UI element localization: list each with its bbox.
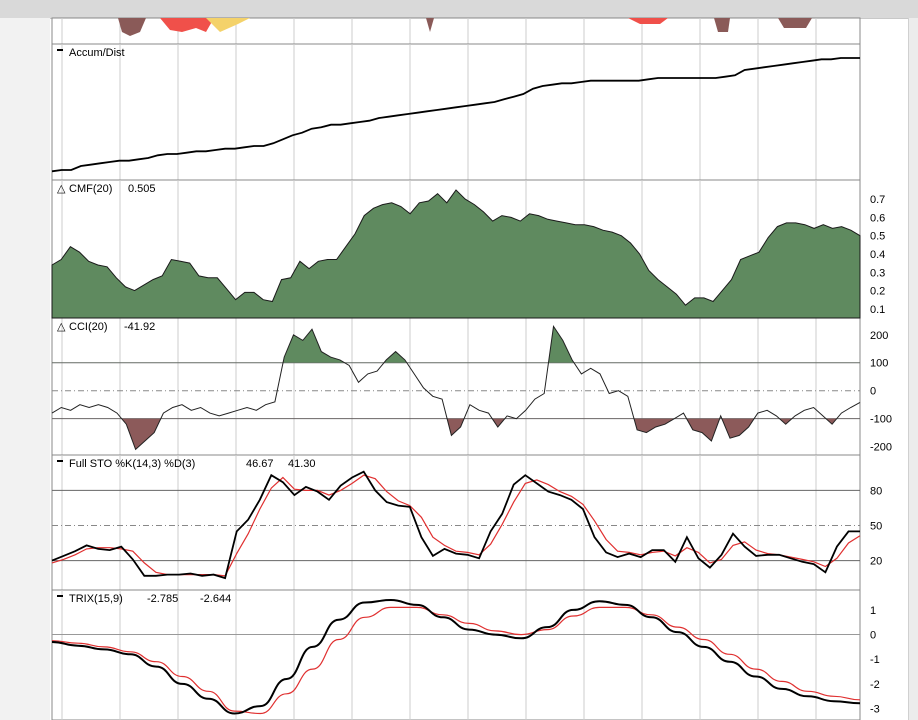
cmf-ytick: 0.5 — [870, 231, 885, 243]
top-area-shape — [206, 18, 250, 32]
trix-label: TRIX(15,9) — [69, 593, 123, 605]
trix-signal-value: -2.644 — [200, 593, 231, 605]
sto-label: Full STO %K(14,3) %D(3) — [69, 458, 195, 470]
accum-dist-label: Accum/Dist — [69, 47, 125, 59]
accum-dist-line — [51, 57, 860, 173]
cmf-label: CMF(20) — [69, 183, 112, 195]
cci-ytick: 100 — [870, 358, 888, 370]
legend-swatch — [57, 595, 63, 597]
top-area-shape — [714, 18, 730, 32]
chart-icon: △ — [57, 321, 66, 333]
sto-k-value: 46.67 — [246, 458, 274, 470]
trix-ytick: -3 — [870, 704, 880, 716]
sto-ytick: 80 — [870, 485, 882, 497]
cmf-ytick: 0.4 — [870, 249, 885, 261]
top-area-shape — [118, 18, 146, 36]
trix-value: -2.785 — [147, 593, 178, 605]
trix-signal-line — [51, 606, 861, 715]
cci-ytick: 200 — [870, 330, 888, 342]
cmf-ytick: 0.6 — [870, 212, 885, 224]
panel-frame-4 — [51, 454, 861, 591]
cmf-area — [51, 189, 861, 319]
panel-frame-1 — [51, 43, 861, 181]
cmf-value-label: 0.505 — [128, 183, 156, 195]
trix-ytick: 1 — [870, 605, 876, 617]
sto-k-line — [51, 470, 860, 580]
cci-line — [51, 325, 861, 451]
right-scroll-strip[interactable] — [908, 18, 918, 720]
trix-ytick: -2 — [870, 679, 880, 691]
sto-d-value: 41.30 — [288, 458, 316, 470]
top-area-shape — [426, 18, 434, 32]
trix-line — [51, 598, 861, 715]
sto-ytick: 20 — [870, 556, 882, 568]
cmf-ytick: 0.1 — [870, 304, 885, 316]
cci-value-label: -41.92 — [124, 321, 155, 333]
cmf-ytick: 0.3 — [870, 267, 885, 279]
panel-frame-5 — [51, 589, 861, 720]
cci-ytick: 0 — [870, 386, 876, 398]
top-area-shape — [778, 18, 812, 28]
chart-icon: △ — [57, 183, 66, 195]
top-area-shape — [628, 18, 668, 24]
sto-ytick: 50 — [870, 521, 882, 533]
top-area-shape — [160, 18, 214, 32]
trix-ytick: 0 — [870, 630, 876, 642]
cci-ytick: -100 — [870, 414, 892, 426]
left-margin — [0, 18, 50, 720]
trix-ytick: -1 — [870, 654, 880, 666]
legend-swatch — [57, 49, 63, 51]
legend-swatch — [57, 460, 63, 462]
cmf-ytick: 0.2 — [870, 286, 885, 298]
cci-label: CCI(20) — [69, 321, 108, 333]
cci-ytick: -200 — [870, 442, 892, 454]
cmf-ytick: 0.7 — [870, 194, 885, 206]
